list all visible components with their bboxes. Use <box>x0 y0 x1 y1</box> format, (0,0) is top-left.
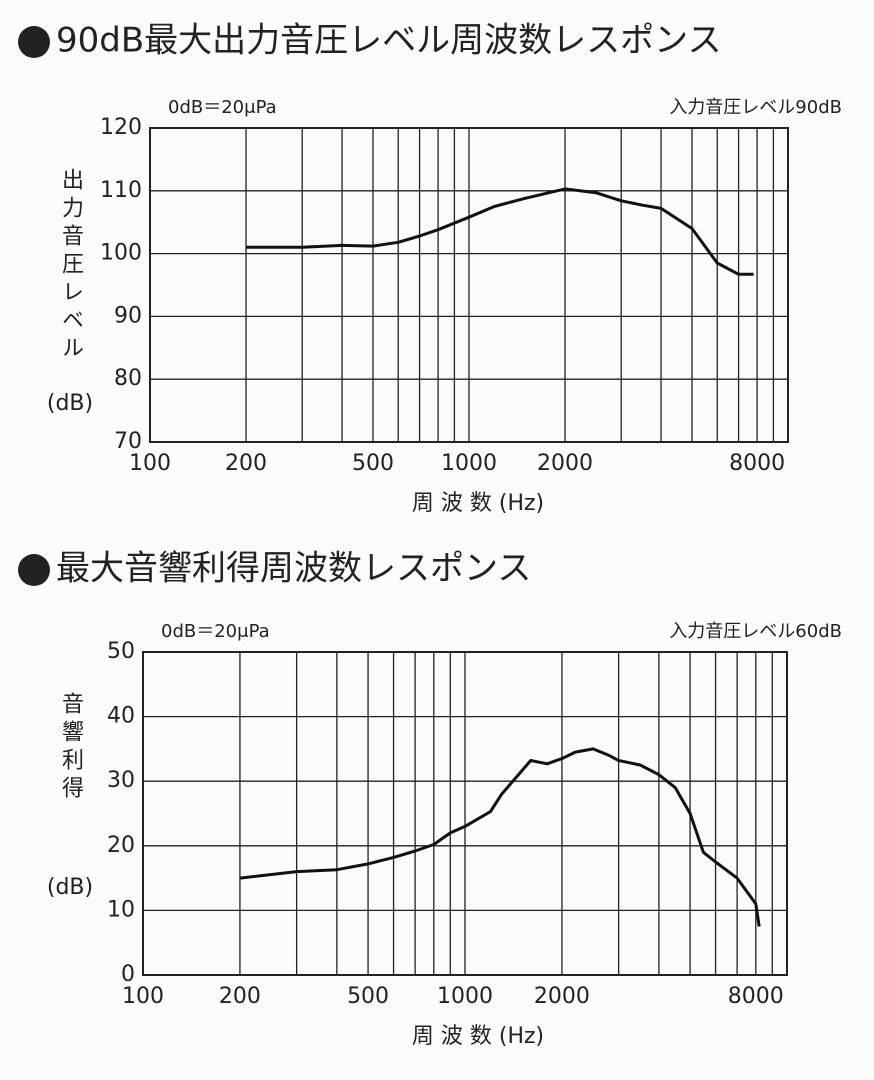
title-bullet <box>18 26 50 58</box>
y-tick-label: 100 <box>100 241 142 266</box>
y-tick-label: 20 <box>107 833 135 858</box>
x-tick-label: 8000 <box>728 984 784 1009</box>
x-tick-label: 500 <box>352 451 394 476</box>
annotation: 0dB＝20μPa <box>161 621 270 642</box>
x-tick-label: 8000 <box>729 451 785 476</box>
title-bullet <box>18 554 50 586</box>
plot-frame <box>149 127 789 443</box>
y-tick-label: 120 <box>100 115 142 140</box>
annotation: 入力音圧レベル90dB <box>669 97 842 118</box>
annotation: 0dB＝20μPa <box>168 97 277 118</box>
data-line <box>246 187 754 276</box>
y-tick-label: 40 <box>107 704 135 729</box>
y-axis-label: 出力音圧レベル <box>58 168 84 364</box>
plot-frame <box>142 651 788 976</box>
x-tick-label: 100 <box>122 984 164 1009</box>
x-tick-label: 200 <box>225 451 267 476</box>
x-tick-label: 100 <box>129 451 171 476</box>
x-tick-label: 200 <box>219 984 261 1009</box>
x-tick-label: 1000 <box>441 451 497 476</box>
y-tick-label: 90 <box>114 303 142 328</box>
y-axis-label: 音響利得 <box>58 692 84 804</box>
y-tick-label: 0 <box>121 962 135 987</box>
x-tick-label: 1000 <box>437 984 493 1009</box>
y-axis-unit: (dB) <box>47 391 93 416</box>
y-tick-label: 80 <box>114 366 142 391</box>
y-tick-label: 70 <box>114 429 142 454</box>
x-tick-label: 2000 <box>537 451 593 476</box>
chart-title: 90dB最大出力音圧レベル周波数レスポンス <box>56 21 722 61</box>
y-tick-label: 30 <box>107 768 135 793</box>
chart-title: 最大音響利得周波数レスポンス <box>56 549 531 589</box>
annotation: 入力音圧レベル60dB <box>669 621 842 642</box>
y-tick-label: 10 <box>107 897 135 922</box>
x-axis-label: 周 波 数 (Hz) <box>412 491 544 516</box>
x-tick-label: 2000 <box>534 984 590 1009</box>
data-line <box>239 747 761 927</box>
y-tick-label: 110 <box>100 178 142 203</box>
x-tick-label: 500 <box>347 984 389 1009</box>
y-tick-label: 50 <box>107 639 135 664</box>
x-axis-label: 周 波 数 (Hz) <box>412 1024 544 1049</box>
y-axis-unit: (dB) <box>47 875 93 900</box>
